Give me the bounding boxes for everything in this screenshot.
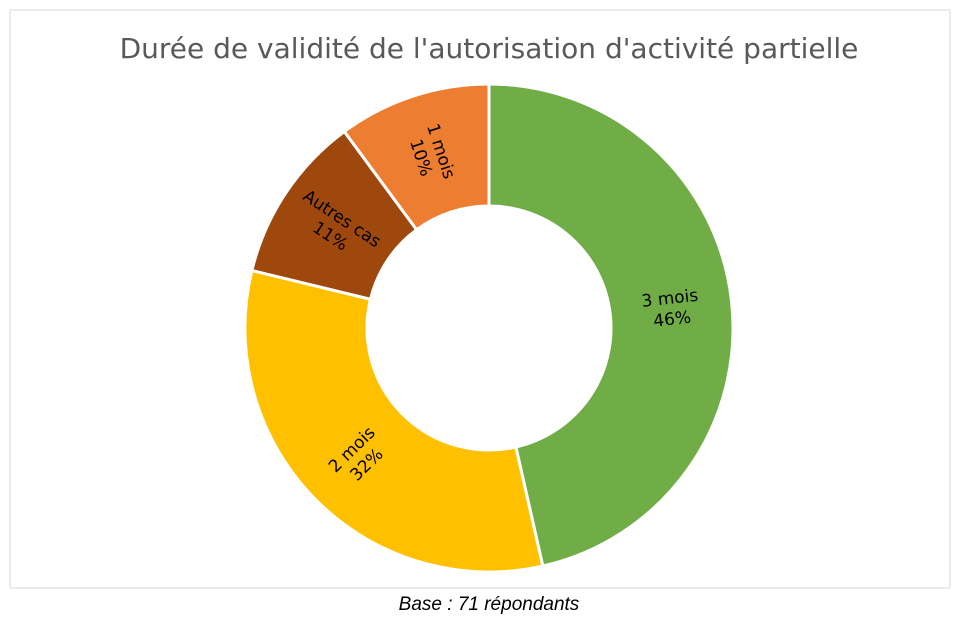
donut-segment — [243, 268, 545, 574]
caption: Base : 71 répondants — [399, 594, 580, 615]
donut-segment — [342, 82, 491, 232]
donut-segment — [487, 82, 735, 568]
segment-value: 46% — [652, 308, 692, 332]
chart-title: Durée de validité de l'autorisation d'ac… — [120, 32, 859, 65]
